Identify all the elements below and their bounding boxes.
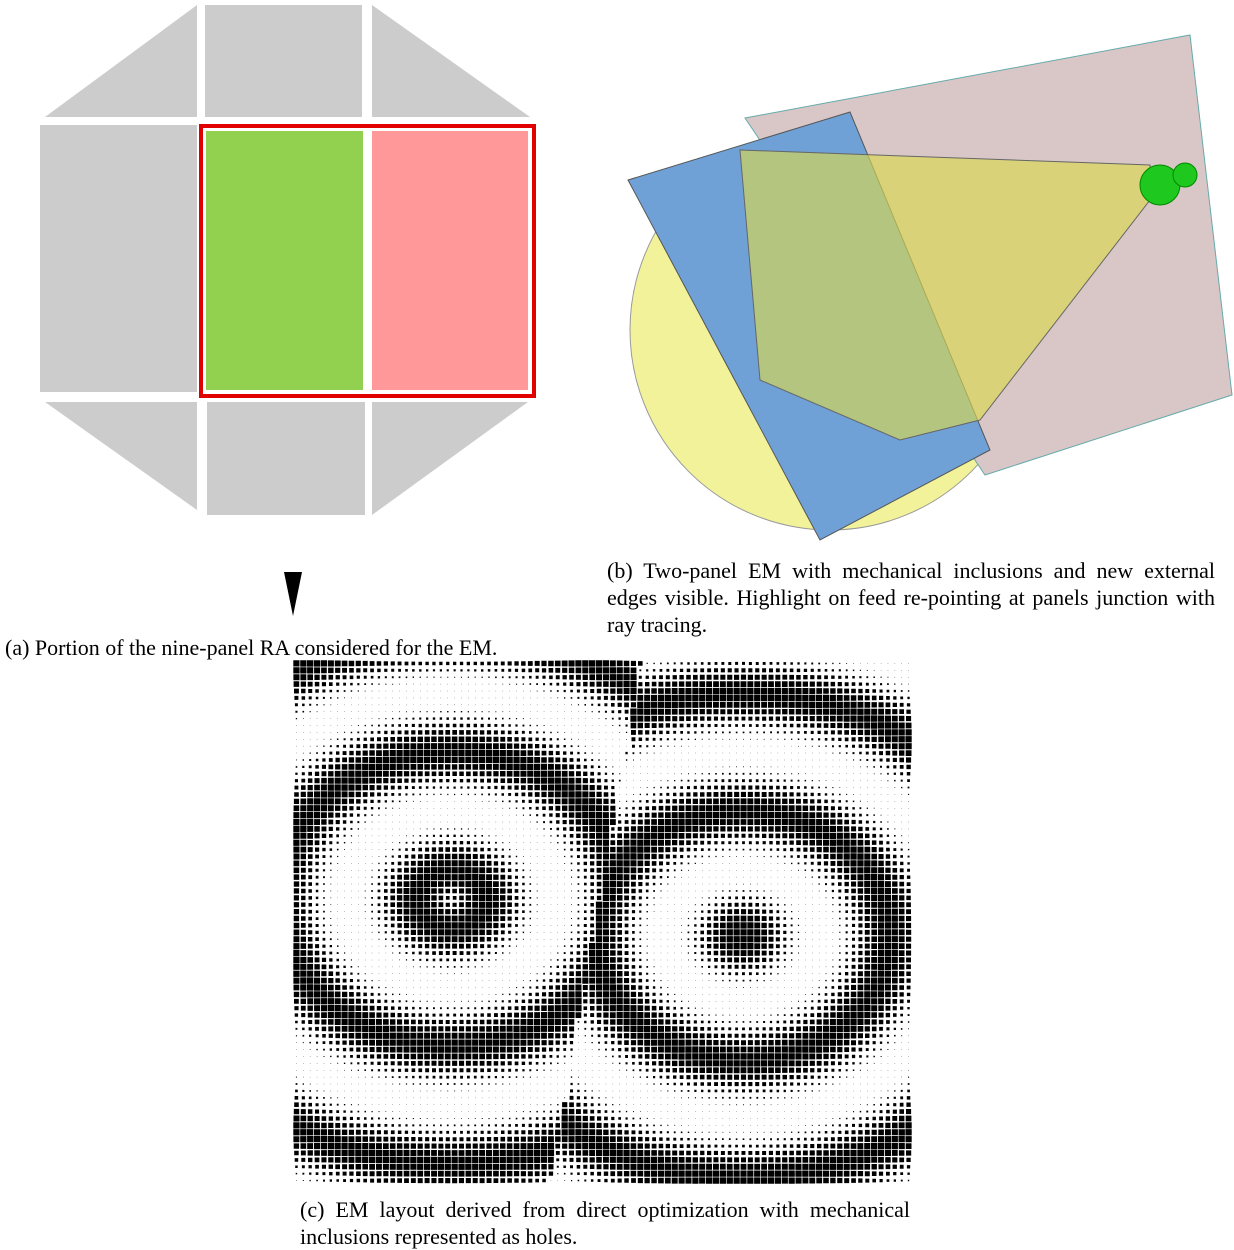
panel — [207, 402, 365, 515]
panel — [205, 5, 362, 117]
ray-cone — [739, 149, 1151, 441]
feed — [1172, 162, 1198, 188]
panel — [372, 5, 530, 117]
panel-layout — [40, 5, 536, 515]
caption: (c) EM layout derived from direct optimi… — [300, 1197, 910, 1249]
panel — [40, 125, 197, 392]
panel — [45, 5, 197, 117]
arrow — [284, 572, 302, 616]
caption: (b) Two-panel EM with mechanical inclusi… — [607, 558, 1215, 637]
em-render — [627, 34, 1233, 541]
panel — [45, 402, 197, 510]
panel — [372, 402, 528, 515]
panel-green — [206, 131, 363, 390]
panel-pink — [372, 131, 528, 390]
caption: (a) Portion of the nine-panel RA conside… — [5, 635, 498, 660]
layout-background — [293, 660, 912, 1184]
selection-outline — [199, 124, 536, 398]
